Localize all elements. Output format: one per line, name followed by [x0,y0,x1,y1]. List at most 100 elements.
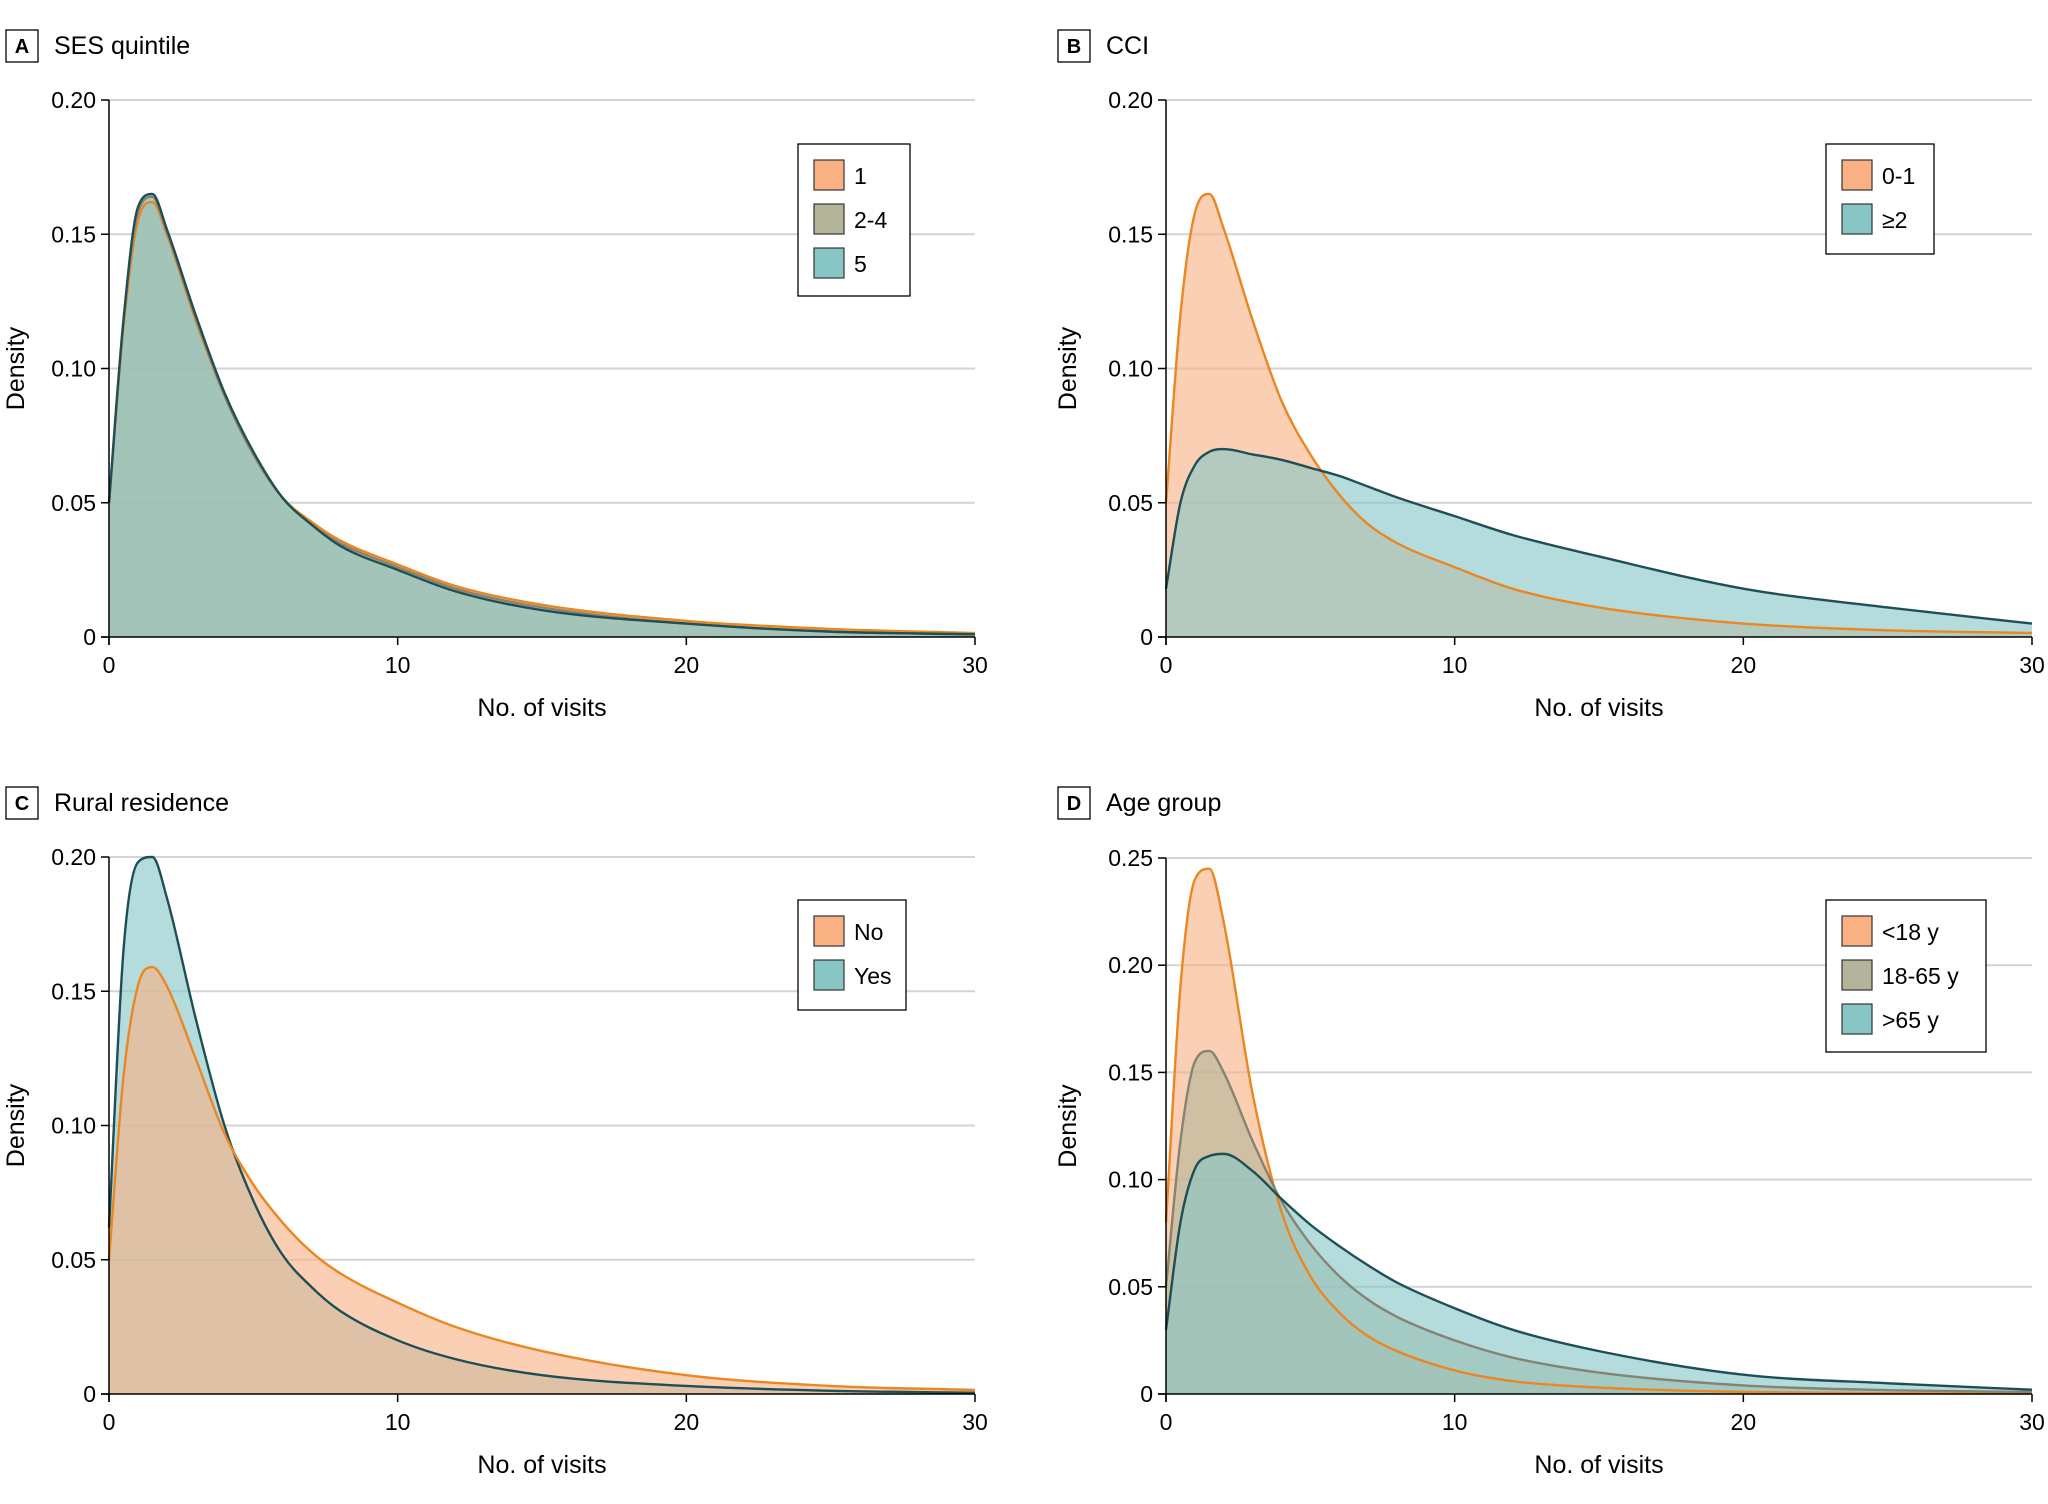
line-No [107,965,976,1392]
x-tick-label: 10 [1442,1409,1468,1435]
legend-label: 1 [854,163,867,189]
x-axis-title: No. of visits [1534,694,1663,722]
x-tick-label: 20 [674,652,700,678]
x-tick-label: 20 [1731,1409,1757,1435]
y-tick-label: 0.10 [51,356,96,382]
legend-swatch [813,247,845,279]
line-18-65 y [1164,1049,2033,1394]
panel-label-box [5,786,39,820]
area-≥2 [1166,449,2032,637]
x-tick-label: 30 [2019,652,2045,678]
x-tick-label: 30 [962,652,988,678]
y-tick-label: 0.20 [51,844,96,870]
legend: 0-1 ≥2 [1825,143,1935,255]
y-axis-title: Density [2,326,30,410]
legend-label: <18 y [1882,919,1939,945]
y-tick-label: 0 [83,1381,96,1407]
y-axis-title: Density [1054,326,1082,410]
x-tick-label: 30 [2019,1409,2045,1435]
x-tick-label: 10 [1442,652,1468,678]
x-tick-label: 20 [674,1409,700,1435]
panel-label: C [5,786,39,820]
line-≥2 [1164,447,2033,625]
legend-swatch [813,959,845,991]
y-tick-label: 0.20 [1108,952,1153,978]
x-tick-label: 20 [1731,652,1757,678]
x-tick-label: 0 [1160,652,1173,678]
panel-label: D [1057,786,1091,820]
legend-label: Yes [854,963,892,989]
panel-a: A SES quintile 0 0.05 0.10 0.15 0.20 0 10 20 30 No.… [2,29,988,722]
legend-swatch [1841,915,1873,947]
line-0-1 [1164,192,2033,635]
legend-swatch [1841,159,1873,191]
area-5 [109,193,975,638]
legend-swatch [1841,203,1873,235]
area-No [109,967,975,1394]
legend-swatch [1841,1003,1873,1035]
line-<18 y [1164,867,2033,1395]
y-tick-label: 0 [83,624,96,650]
panel-title: SES quintile [54,32,190,60]
legend: No Yes [797,899,907,1011]
line->65 y [1164,1152,2033,1391]
x-tick-label: 10 [385,652,411,678]
y-tick-label: 0.05 [51,490,96,516]
legend-swatch [813,159,845,191]
panel-letter: B [1067,36,1081,58]
y-axis-title: Density [1054,1084,1082,1168]
x-tick-label: 30 [962,1409,988,1435]
y-tick-label: 0.20 [1108,87,1153,113]
legend-swatch [1841,959,1873,991]
panel-c: C Rural residence 0 0.05 0.10 0.15 0.20 0 10 20 30… [2,786,988,1479]
legend-label: No [854,919,883,945]
y-tick-label: 0.05 [1108,1274,1153,1300]
panel-b: B CCI 0 0.05 0.10 0.15 0.20 0 10 20 30 No. of visit… [1054,29,2045,722]
area->65 y [1166,1153,2032,1394]
panel-letter: C [15,793,29,815]
panel-label: A [5,29,39,63]
panel-label-box [1057,29,1091,63]
legend: <18 y 18-65 y >65 y [1825,899,1987,1053]
y-tick-label: 0.20 [51,87,96,113]
panel-title: CCI [1106,32,1149,60]
panel-label: B [1057,29,1091,63]
y-tick-label: 0.05 [51,1247,96,1273]
y-tick-label: 0.10 [1108,1167,1153,1193]
legend-label: 0-1 [1882,163,1915,189]
y-tick-label: 0.25 [1108,845,1153,871]
x-axis-title: No. of visits [1534,1451,1663,1479]
y-tick-label: 0.10 [1108,356,1153,382]
x-tick-label: 0 [103,652,116,678]
legend-label: 2-4 [854,207,887,233]
x-axis-title: No. of visits [477,1451,606,1479]
line-Yes [107,855,976,1394]
y-tick-label: 0.15 [1108,221,1153,247]
x-tick-label: 10 [385,1409,411,1435]
panel-letter: A [15,36,29,58]
legend-label: 5 [854,251,867,277]
y-tick-label: 0 [1140,1381,1153,1407]
y-tick-label: 0 [1140,624,1153,650]
legend-swatch [813,915,845,947]
line-5 [107,192,976,636]
x-axis-title: No. of visits [477,694,606,722]
x-tick-label: 0 [1160,1409,1173,1435]
panel-letter: D [1067,793,1081,815]
legend: 1 2-4 5 [797,143,911,297]
y-tick-label: 0.05 [1108,490,1153,516]
y-tick-label: 0.10 [51,1113,96,1139]
panel-label-box [5,29,39,63]
y-tick-label: 0.15 [51,221,96,247]
x-tick-label: 0 [103,1409,116,1435]
legend-label: >65 y [1882,1007,1939,1033]
panel-title: Age group [1106,789,1221,817]
y-tick-label: 0.15 [1108,1059,1153,1085]
panel-label-box [1057,786,1091,820]
panel-title: Rural residence [54,789,229,817]
panel-d: D Age group 0 0.05 0.10 0.15 0.20 0.25 0 10 20 30 No… [1054,786,2045,1479]
legend-swatch [813,203,845,235]
y-tick-label: 0.15 [51,978,96,1004]
y-axis-title: Density [2,1083,30,1167]
